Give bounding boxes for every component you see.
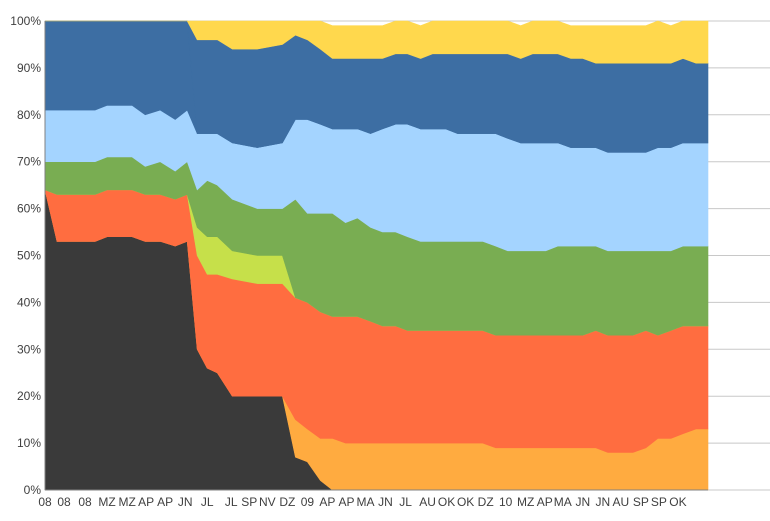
x-tick-label: 09 [301, 495, 315, 509]
x-tick-label: JL [399, 495, 412, 509]
y-tick-labels: 0% 10% 20% 30% 40% 50% 60% 70% 80% 90% 100% [10, 14, 41, 497]
x-tick-labels: 08 08 08 MZ MZ AP AP JN JL JL SP NV DZ 09 AP AP MA JN JL AU… [38, 495, 686, 509]
x-tick-label: 10 [499, 495, 513, 509]
series-areas [44, 20, 709, 491]
x-tick-label: 08 [57, 495, 71, 509]
y-tick-label: 10% [17, 436, 41, 450]
x-tick-label: AP [537, 495, 553, 509]
x-tick-label: OK [457, 495, 474, 509]
y-tick-label: 80% [17, 108, 41, 122]
x-tick-label: SP [241, 495, 257, 509]
x-tick-label: JN [575, 495, 590, 509]
y-tick-label: 70% [17, 155, 41, 169]
y-tick-label: 100% [10, 14, 41, 28]
y-tick-label: 50% [17, 249, 41, 263]
x-tick-label: JL [225, 495, 238, 509]
x-tick-label: MZ [517, 495, 534, 509]
x-tick-label: MA [554, 495, 572, 509]
axes [44, 21, 708, 491]
y-tick-label: 90% [17, 61, 41, 75]
y-tick-label: 20% [17, 389, 41, 403]
x-tick-label: NV [259, 495, 276, 509]
x-tick-label: OK [438, 495, 455, 509]
x-tick-label: AU [419, 495, 436, 509]
x-tick-label: DZ [478, 495, 494, 509]
x-tick-label: DZ [279, 495, 295, 509]
y-tick-label: 0% [24, 483, 42, 497]
x-tick-label: AP [157, 495, 173, 509]
x-tick-label: JN [378, 495, 393, 509]
x-tick-label: JN [178, 495, 193, 509]
x-tick-label: AP [338, 495, 354, 509]
x-tick-label: JL [201, 495, 214, 509]
x-tick-label: 08 [38, 495, 52, 509]
y-tick-label: 40% [17, 295, 41, 309]
x-tick-label: SP [651, 495, 667, 509]
series-area-9 [45, 20, 709, 64]
x-tick-label: MZ [98, 495, 115, 509]
y-tick-label: 60% [17, 202, 41, 216]
x-tick-label: AP [319, 495, 335, 509]
x-tick-label: AU [613, 495, 630, 509]
x-tick-label: MZ [118, 495, 135, 509]
x-tick-label: 08 [78, 495, 92, 509]
x-tick-label: JN [596, 495, 611, 509]
x-tick-label: AP [138, 495, 154, 509]
x-tick-label: OK [669, 495, 686, 509]
x-tick-label: SP [633, 495, 649, 509]
y-tick-label: 30% [17, 342, 41, 356]
x-tick-label: MA [356, 495, 374, 509]
